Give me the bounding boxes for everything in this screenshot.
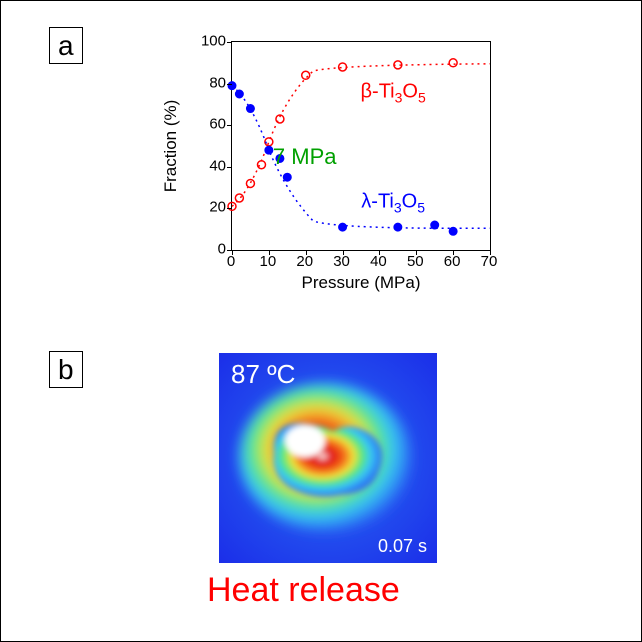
series-lambda-marker [339,223,347,231]
ytick-label: 40 [209,157,226,174]
ytick-label: 60 [209,116,226,133]
ytick-label: 20 [209,199,226,216]
series-beta-marker [302,71,310,79]
series-lambda-marker [283,173,291,181]
plot-area [231,41,491,251]
chart-panel-a: Fraction (%) Pressure (MPa) 7 MPa β-Ti3O… [171,31,511,301]
xtick-label: 30 [333,253,350,270]
xtick-label: 20 [296,253,313,270]
thermal-image-panel-b: 87 ºC 0.07 s [219,353,437,563]
ytick-label: 80 [209,74,226,91]
series-lambda-label: λ-Ti3O5 [361,191,425,216]
xtick-label: 10 [260,253,277,270]
xtick-label: 0 [227,253,235,270]
ytick-label: 0 [218,241,226,258]
series-beta-marker [449,59,457,67]
xtick-label: 50 [407,253,424,270]
xtick-label: 60 [444,253,461,270]
series-beta-label: β-Ti3O5 [361,81,426,106]
series-lambda-marker [394,223,402,231]
series-beta-marker [257,161,265,169]
thermal-temp-label: 87 ºC [231,359,295,390]
thermal-time-label: 0.07 s [378,536,427,557]
caption-heat-release: Heat release [207,571,400,610]
annot-threshold: 7 MPa [273,144,337,170]
series-lambda-marker [431,221,439,229]
ytick-label: 100 [201,33,226,50]
series-lambda-marker [235,90,243,98]
x-axis-label: Pressure (MPa) [301,273,420,293]
xtick-label: 40 [370,253,387,270]
figure-page: a b Fraction (%) Pressure (MPa) 7 MPa β-… [0,0,642,642]
series-beta-marker [246,179,254,187]
panel-b-label: b [49,351,83,388]
xtick-label: 70 [481,253,498,270]
thermal-hotspot [285,425,325,457]
series-lambda-marker [265,146,273,154]
series-beta-marker [339,63,347,71]
y-axis-label: Fraction (%) [161,100,181,193]
series-lambda-marker [449,227,457,235]
series-beta-marker [235,194,243,202]
chart-svg [232,42,490,250]
panel-a-label: a [49,27,83,64]
series-lambda-marker [246,105,254,113]
